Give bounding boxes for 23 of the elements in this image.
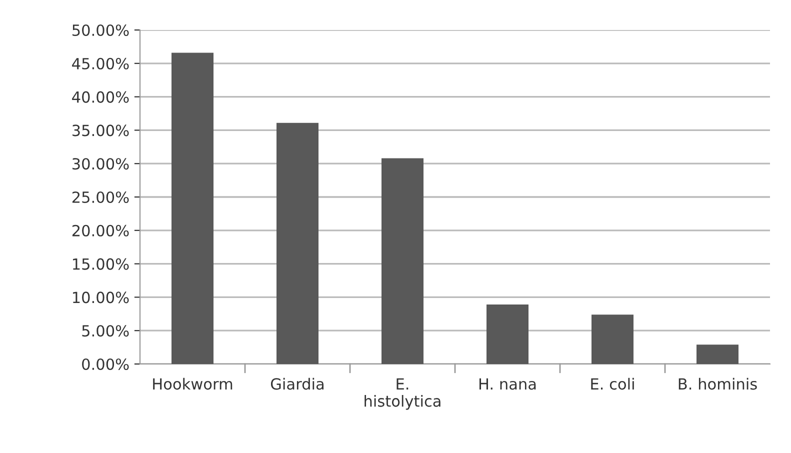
x-tick-label: E. histolytica [364, 378, 440, 410]
bar [696, 344, 738, 364]
x-tick-label: B. hominis [678, 378, 757, 390]
x-tick-label: E. coli [591, 378, 634, 390]
x-tick-label: H. nana [479, 378, 536, 390]
y-tick-label: 15.00% [73, 258, 129, 270]
bar [486, 304, 528, 364]
y-tick-label: 40.00% [72, 91, 129, 103]
y-tick-label: 45.00% [72, 58, 129, 70]
y-tick-label: 50.00% [72, 24, 129, 36]
y-tick-label: 10.00% [73, 292, 129, 304]
y-tick-label: 0.00% [82, 358, 129, 370]
y-tick-label: 25.00% [72, 191, 129, 204]
x-tick-label: Hookworm [153, 378, 232, 390]
bar [592, 314, 634, 364]
y-tick-label: 35.00% [72, 124, 129, 136]
y-tick-label: 20.00% [72, 224, 129, 236]
y-tick-label: 30.00% [72, 158, 129, 170]
bar [276, 122, 318, 364]
x-tick-label: Giardia [270, 378, 324, 390]
y-tick-label: 5.00% [82, 325, 129, 337]
bar [172, 52, 214, 364]
bar [382, 158, 424, 364]
